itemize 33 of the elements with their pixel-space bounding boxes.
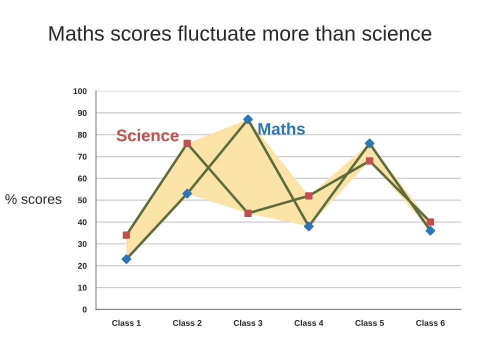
point [426,226,436,236]
point [122,232,130,239]
series-label: Science [116,129,179,142]
point [366,157,374,165]
point [244,210,252,217]
y-tick-label: 70 [78,154,87,160]
point [182,188,192,199]
x-tick-label: Class 3 [234,320,262,326]
point [122,254,132,264]
y-axis-title: % scores [5,194,62,204]
x-tick-label: Class 6 [416,320,445,326]
y-tick-label: 90 [78,110,87,116]
y-tick-label: 0 [82,306,87,312]
point [364,138,374,148]
x-tick-label: Class 4 [294,320,324,326]
y-tick-label: 60 [78,176,87,182]
point [184,140,191,148]
point [305,192,312,200]
y-tick-label: 80 [78,132,87,138]
series-label: Maths [258,122,305,135]
x-tick-label: Class 1 [112,320,141,326]
point [426,218,434,226]
x-tick-label: Class 2 [172,320,202,326]
chart-title: Maths scores fluctuate more than science [50,25,432,41]
y-tick-label: 20 [78,262,87,269]
y-tick-label: 30 [78,241,87,247]
y-tick-label: 100 [74,88,87,94]
y-tick-label: 50 [78,197,87,204]
y-tick-label: 10 [78,284,87,291]
x-tick-label: Class 5 [355,320,384,326]
y-tick-label: 40 [78,219,87,226]
point [243,114,253,124]
point [304,222,314,232]
